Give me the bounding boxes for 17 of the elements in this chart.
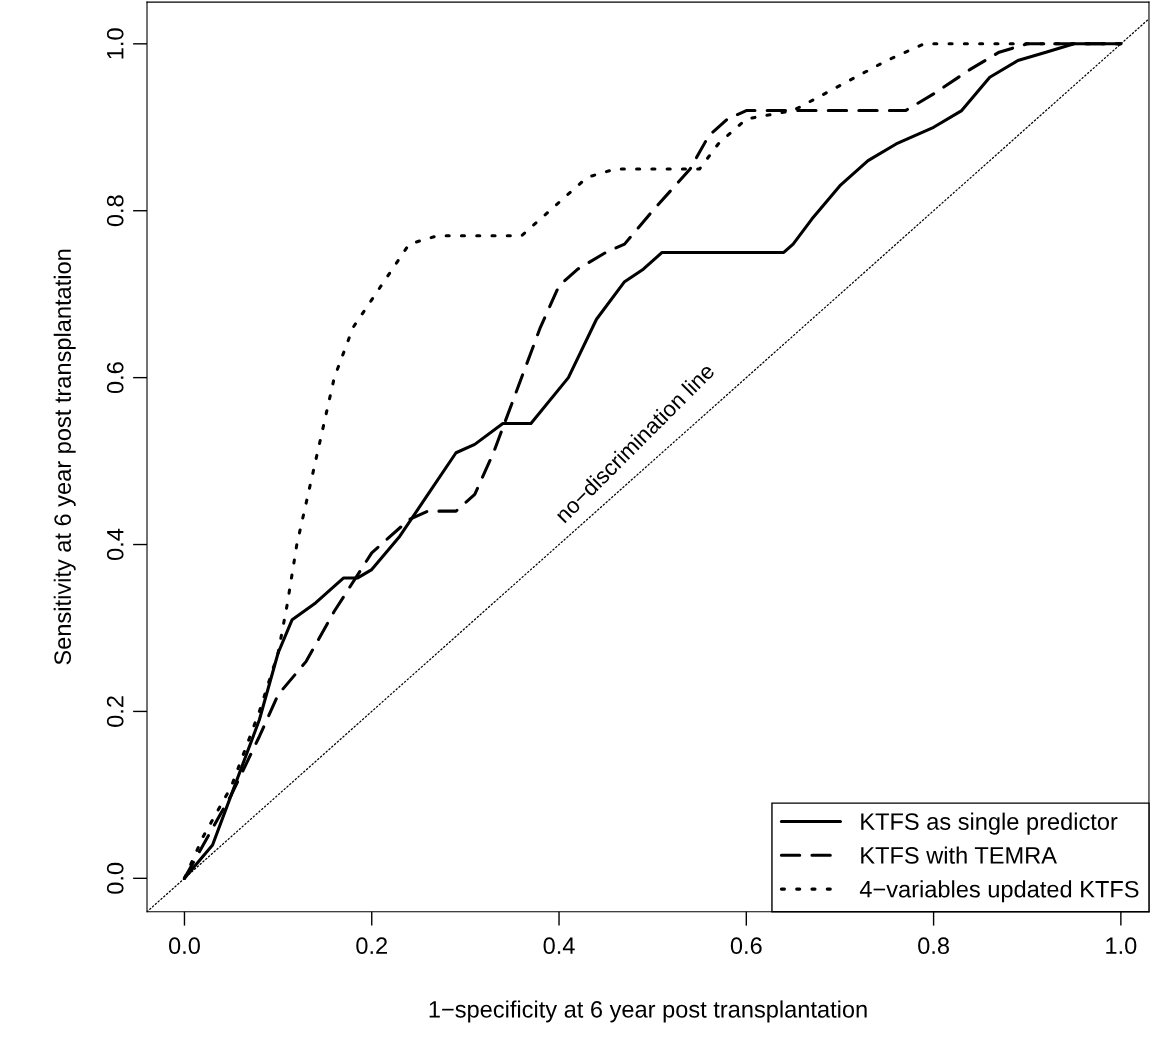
x-axis-title: 1−specificity at 6 year post transplantation xyxy=(429,1000,867,1023)
legend-label: KTFS as single predictor xyxy=(861,812,1118,835)
y-tick-label: 0.4 xyxy=(106,528,124,561)
y-tick-label: 1.0 xyxy=(106,28,124,59)
x-tick-label: 0.4 xyxy=(543,937,575,955)
y-tick-label: 0.0 xyxy=(106,862,124,894)
x-tick-label: 0.0 xyxy=(168,937,200,955)
y-axis-title: Sensitivity at 6 year post transplantation xyxy=(53,249,76,665)
x-tick-label: 0.6 xyxy=(730,937,762,955)
x-tick-label: 0.8 xyxy=(918,937,949,955)
y-tick-label: 0.6 xyxy=(106,362,124,394)
y-tick-label: 0.8 xyxy=(106,195,124,227)
x-tick-label: 1.0 xyxy=(1106,937,1137,955)
legend-label: 4−variables updated KTFS xyxy=(859,880,1139,903)
x-tick-label: 0.2 xyxy=(356,937,387,955)
legend-label: KTFS with TEMRA xyxy=(861,846,1057,864)
y-tick-label: 0.2 xyxy=(106,696,124,727)
